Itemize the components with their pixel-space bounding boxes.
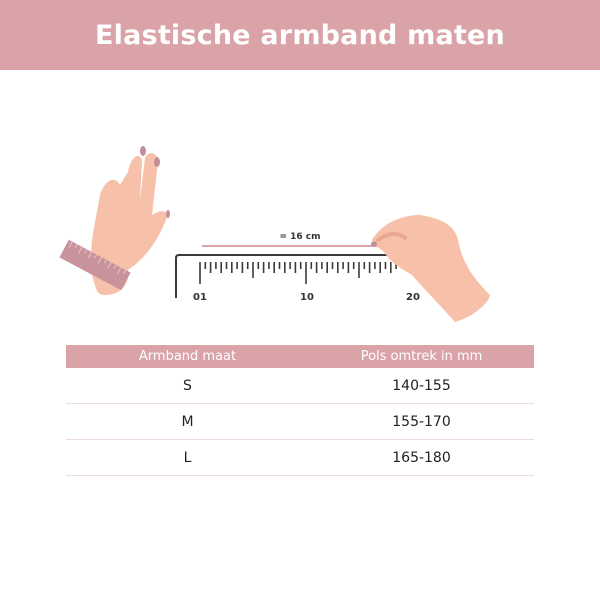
ruler-label-20: 20 [406, 292, 420, 303]
band-tick [74, 243, 78, 248]
ruler: 01 10 20 [175, 254, 420, 303]
band-tick [94, 254, 98, 259]
range-cell: 140-155 [309, 368, 534, 404]
ruler-label-01: 01 [193, 292, 207, 303]
table-row: S 140-155 [66, 368, 534, 404]
measurement-illustration: 01 10 20 = 16 cm [59, 146, 490, 322]
band-tick [88, 251, 93, 259]
measure-label: = 16 cm [279, 232, 320, 242]
size-cell: S [66, 368, 309, 404]
page-title: Elastische armband maten [95, 19, 505, 51]
band-tick [78, 246, 83, 254]
ruler-label-10: 10 [300, 292, 314, 303]
size-cell: M [66, 403, 309, 440]
band-tick [103, 259, 107, 264]
header-banner: Elastische armband maten [0, 0, 600, 70]
band-tick [113, 264, 117, 269]
size-table: Armband maat Pols omtrek in mm S 140-155… [66, 345, 534, 476]
range-cell: 155-170 [309, 403, 534, 440]
left-hand-with-ruler-icon [59, 146, 170, 295]
band-tick [97, 256, 102, 264]
band-tick [68, 241, 73, 249]
column-header-size: Armband maat [66, 345, 309, 368]
band-tick [117, 267, 122, 274]
size-cell: L [66, 439, 309, 476]
band-tick [123, 269, 127, 274]
column-header-wrist: Pols omtrek in mm [309, 345, 534, 368]
table-row: L 165-180 [66, 439, 534, 476]
band-tick [107, 262, 112, 269]
band-tick [84, 249, 88, 254]
table-header-row: Armband maat Pols omtrek in mm [66, 345, 534, 368]
right-hand-icon [371, 215, 490, 322]
range-cell: 165-180 [309, 439, 534, 476]
table-row: M 155-170 [66, 403, 534, 440]
